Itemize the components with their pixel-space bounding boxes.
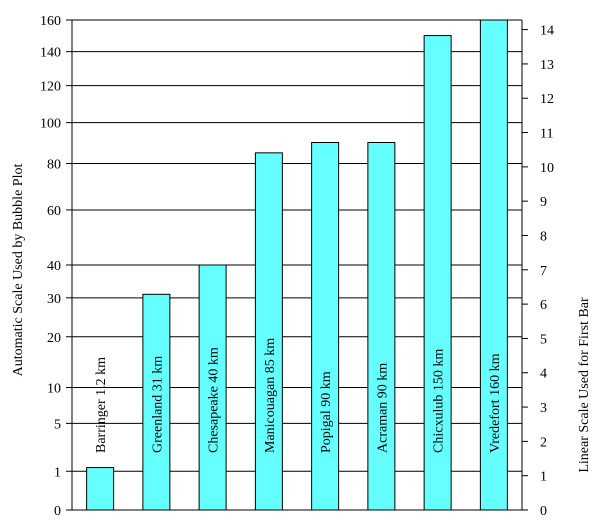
bar-0 [86,467,115,511]
bar-7 [479,19,508,511]
right-tick-label-3: 3 [540,401,547,416]
left-tick-label-5: 5 [54,417,61,432]
left-tick-label-40: 40 [47,259,61,274]
bar-label-1: Greenland 31 km [150,356,165,453]
right-tick-label-2: 2 [540,435,547,450]
right-tick-label-10: 10 [540,161,554,176]
left-tick-label-0: 0 [54,504,61,519]
left-tick-label-20: 20 [47,331,61,346]
bar-label-5: Acraman 90 km [375,363,390,453]
left-tick-label-140: 140 [40,46,61,61]
bar-labels: Barringer 1.2 km Greenland 31 km Chesapeak… [94,338,503,453]
bar-label-4: Popigal 90 km [319,371,334,453]
right-axis-title: Linear Scale Used for First Bar [577,297,592,473]
left-axis-title: Automatic Scale Used by Bubble Plot [11,164,26,377]
right-tick-label-14: 14 [540,24,554,39]
right-tick-label-13: 13 [540,58,554,73]
right-tick-label-0: 0 [540,504,547,519]
left-axis-ticks: 0 1 5 10 20 30 40 60 80 100 120 140 160 [40,14,72,519]
bar-1 [142,293,171,511]
bar-label-2: Chesapeake 40 km [207,347,222,453]
right-tick-label-4: 4 [540,367,547,382]
bar-label-7: Vredefort 160 km [488,353,503,453]
right-tick-label-8: 8 [540,229,547,244]
right-tick-label-5: 5 [540,332,547,347]
right-tick-label-12: 12 [540,92,554,107]
bar-3 [254,152,283,511]
left-tick-label-10: 10 [47,382,61,397]
left-tick-label-100: 100 [40,117,61,132]
bar-6 [423,35,452,511]
left-tick-label-60: 60 [47,204,61,219]
left-tick-label-1: 1 [54,465,61,480]
bar-5 [367,142,396,511]
right-tick-label-1: 1 [540,470,547,485]
bar-label-0: Barringer 1.2 km [94,357,109,453]
left-tick-label-80: 80 [47,158,61,173]
gridlines [72,19,522,472]
right-tick-label-7: 7 [540,264,547,279]
left-tick-label-120: 120 [40,80,61,95]
bar-label-3: Manicouagan 85 km [263,338,278,453]
bar-4 [311,142,340,511]
left-tick-label-160: 160 [40,14,61,29]
right-tick-label-9: 9 [540,195,547,210]
right-tick-label-11: 11 [540,127,553,142]
bar-label-6: Chicxulub 150 km [432,349,447,453]
right-tick-label-6: 6 [540,298,547,313]
bars [86,19,508,511]
left-tick-label-30: 30 [47,292,61,307]
